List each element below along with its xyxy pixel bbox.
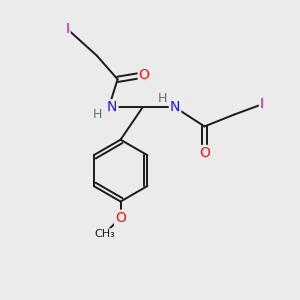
- Text: H: H: [93, 108, 102, 121]
- Text: N: N: [170, 100, 180, 114]
- Text: I: I: [260, 98, 264, 111]
- Text: O: O: [199, 146, 210, 160]
- Text: H: H: [158, 92, 167, 105]
- Text: CH₃: CH₃: [94, 229, 115, 239]
- Text: N: N: [107, 100, 118, 114]
- Text: I: I: [66, 22, 70, 36]
- Text: O: O: [139, 68, 149, 82]
- Text: O: O: [115, 211, 126, 225]
